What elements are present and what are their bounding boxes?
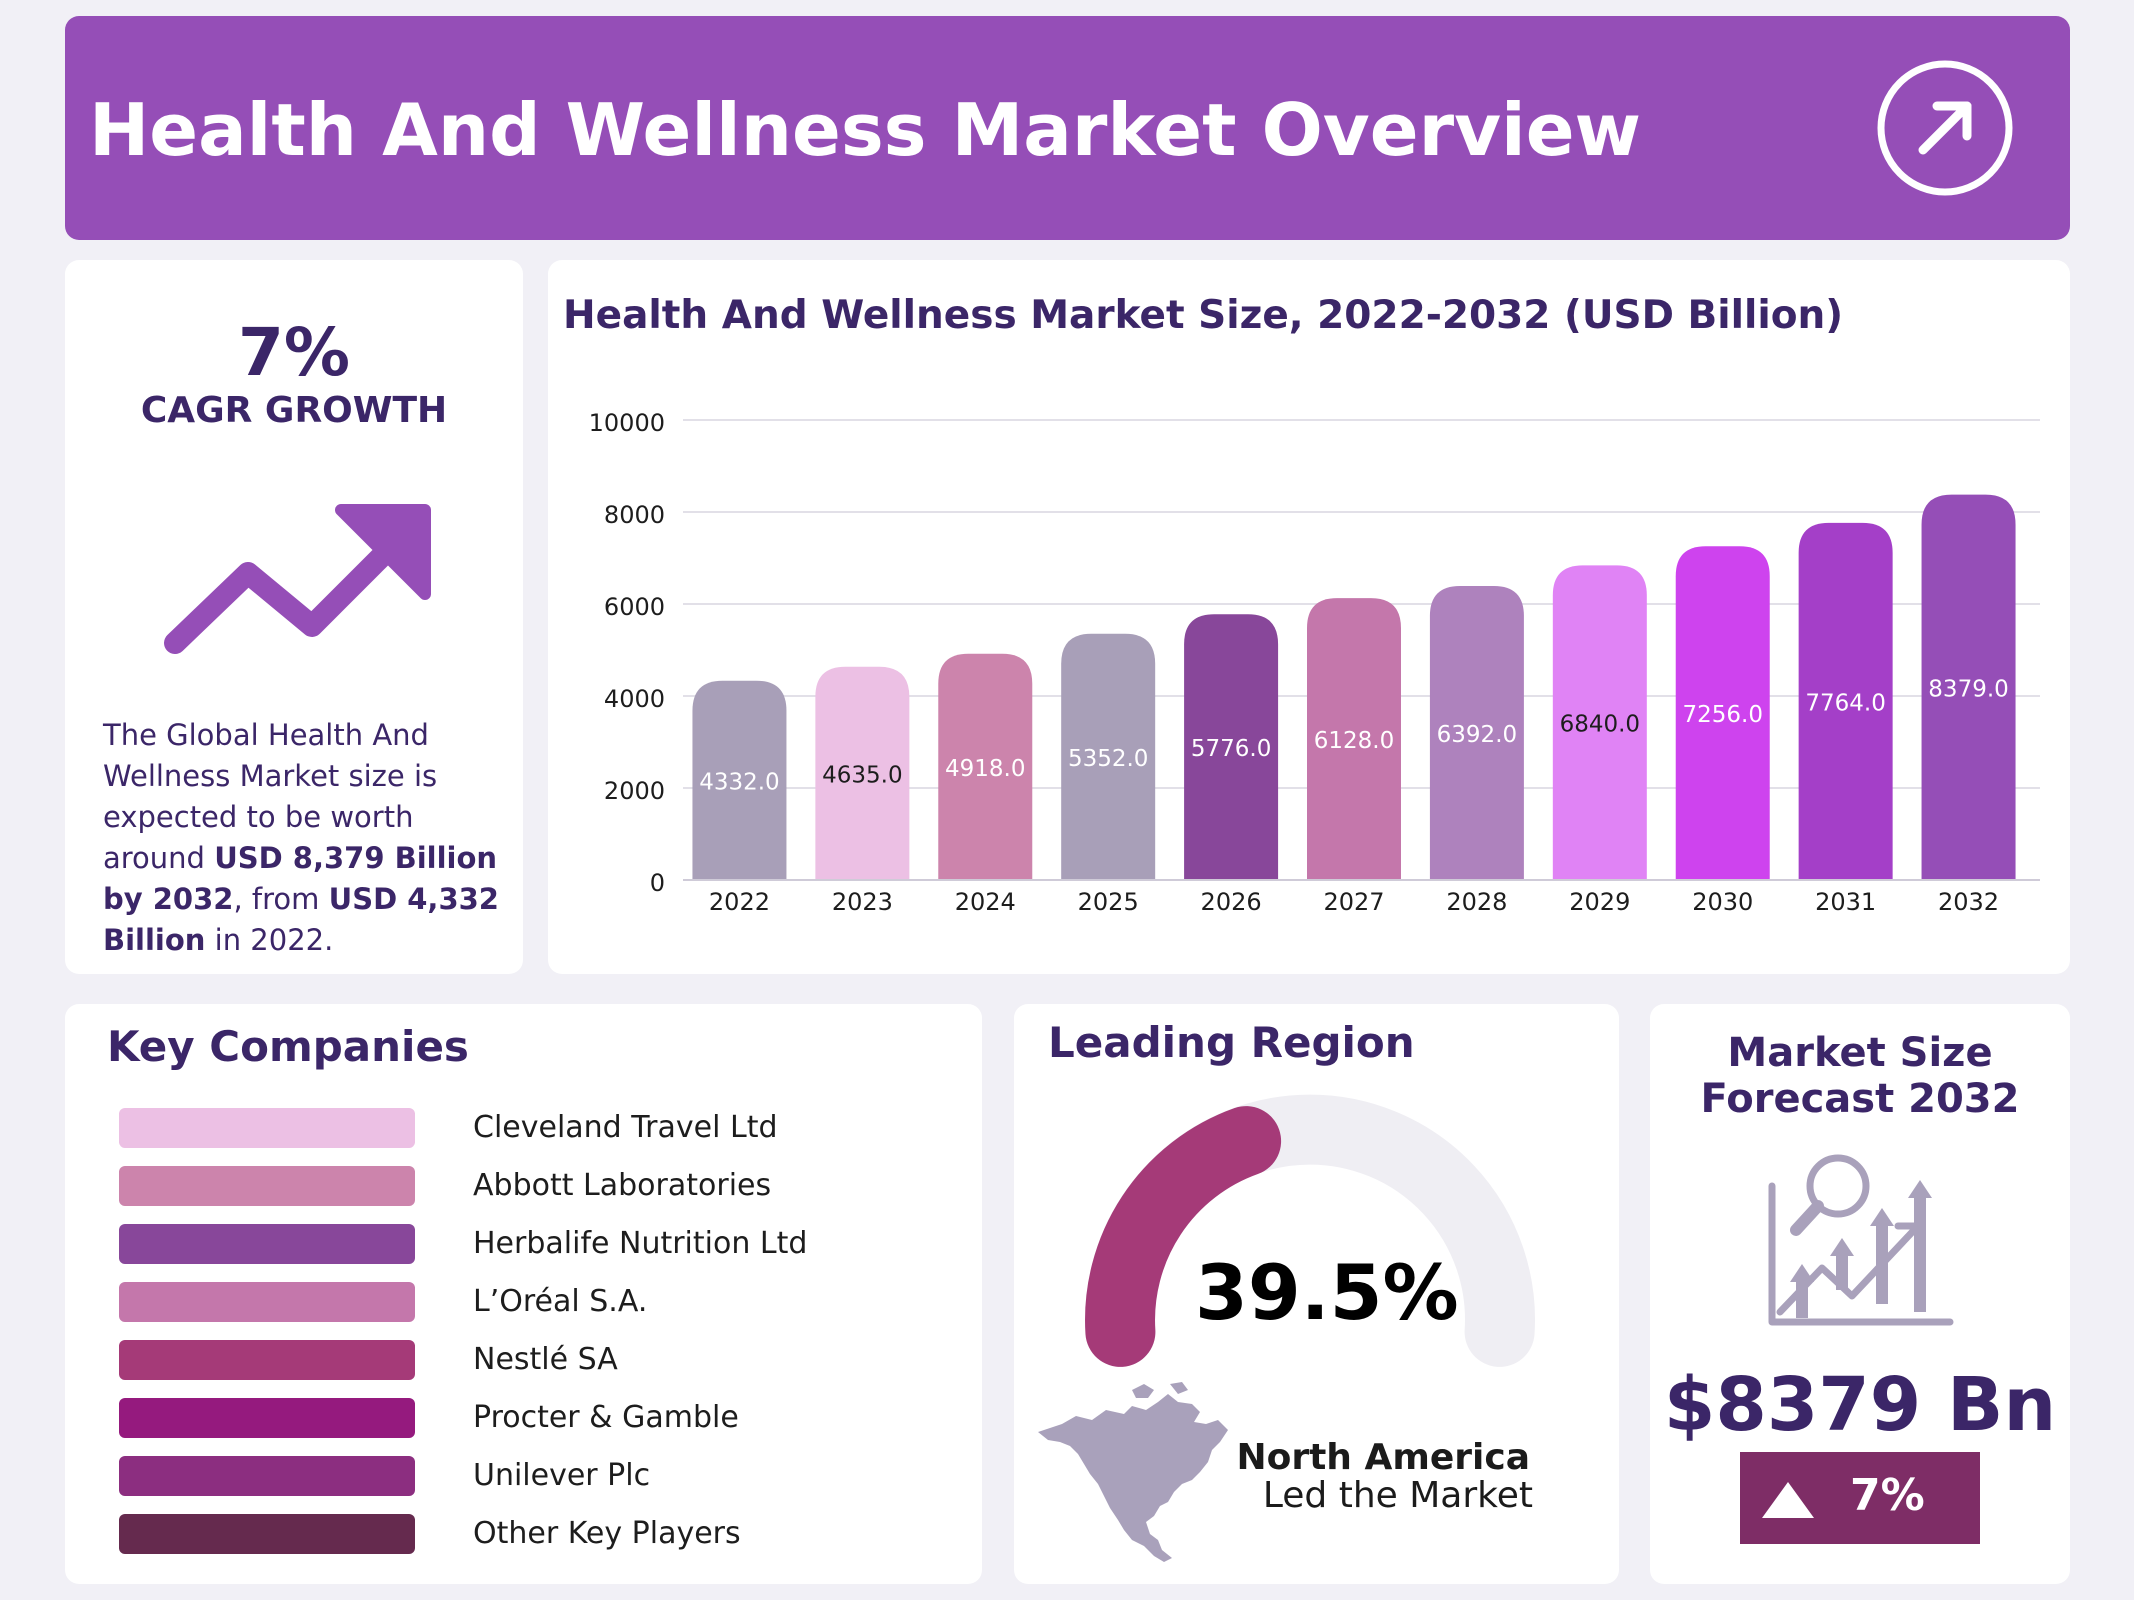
company-color-swatch: [119, 1340, 415, 1380]
y-tick-label: 6000: [604, 593, 665, 621]
leading-region-title: Leading Region: [1048, 1018, 1415, 1067]
bar-value-label: 4332.0: [699, 769, 779, 795]
bar-value-label: 4635.0: [822, 762, 902, 788]
chart-title: Health And Wellness Market Size, 2022-20…: [563, 293, 1844, 338]
bar: [1307, 598, 1401, 880]
company-name: L’Oréal S.A.: [473, 1284, 648, 1319]
growth-badge: 7%: [1740, 1452, 1980, 1544]
growth-value: 7%: [1850, 1470, 1925, 1521]
page-title: Health And Wellness Market Overview: [89, 88, 1642, 172]
bar-value-label: 6128.0: [1314, 728, 1394, 754]
bar: [1798, 522, 1893, 880]
bar: [1921, 494, 2016, 880]
x-tick-label: 2029: [1569, 888, 1630, 916]
bar: [692, 680, 787, 880]
forecast-value: $8379 Bn: [1663, 1362, 2057, 1448]
bar: [1675, 546, 1770, 880]
title-banner: Health And Wellness Market Overview: [65, 16, 2070, 240]
region-name: North America: [1236, 1437, 1530, 1478]
x-tick-label: 2025: [1078, 888, 1139, 916]
cagr-label: CAGR GROWTH: [140, 390, 448, 431]
company-name: Abbott Laboratories: [473, 1168, 772, 1203]
bar-value-label: 5776.0: [1191, 736, 1271, 762]
x-tick-label: 2027: [1323, 888, 1384, 916]
market-size-bar-chart: 0 2000 4000 6000 8000 10000 4332.0 2022 4635.0 20…: [589, 409, 2040, 916]
company-color-swatch: [119, 1398, 415, 1438]
company-name: Cleveland Travel Ltd: [473, 1110, 778, 1145]
company-color-swatch: [119, 1282, 415, 1322]
bar: [1061, 633, 1156, 880]
growth-chart-magnifier-icon: [1768, 1154, 1954, 1326]
company-color-swatch: [119, 1514, 415, 1554]
y-tick-label: 0: [650, 869, 665, 897]
x-tick-label: 2022: [709, 888, 770, 916]
key-companies-title: Key Companies: [107, 1022, 469, 1071]
x-tick-label: 2024: [955, 888, 1016, 916]
y-tick-label: 2000: [604, 777, 665, 805]
bar-value-label: 7256.0: [1682, 702, 1762, 728]
cagr-card: 7% CAGR GROWTH: [65, 260, 523, 974]
x-tick-label: 2026: [1201, 888, 1262, 916]
cagr-description: The Global Health And Wellness Market si…: [103, 718, 499, 957]
bar-value-label: 6392.0: [1437, 722, 1517, 748]
bar-value-label: 5352.0: [1068, 746, 1148, 772]
bar: [815, 666, 910, 880]
bar: [1552, 565, 1647, 880]
forecast-title: Market Size Forecast 2032: [1700, 1030, 2020, 1122]
north-america-map-icon: [1038, 1382, 1228, 1562]
trend-up-arrow-icon: [164, 504, 431, 654]
external-link-arrow-icon[interactable]: [1875, 58, 2015, 198]
company-name: Nestlé SA: [473, 1342, 618, 1377]
bar: [1429, 585, 1524, 880]
bar: [938, 653, 1033, 880]
company-color-swatch: [119, 1108, 415, 1148]
x-tick-label: 2023: [832, 888, 893, 916]
x-tick-label: 2030: [1692, 888, 1753, 916]
bar-value-label: 7764.0: [1805, 690, 1885, 716]
company-name: Procter & Gamble: [473, 1400, 739, 1435]
bar-value-label: 4918.0: [945, 756, 1025, 782]
region-subtitle: Led the Market: [1262, 1475, 1533, 1516]
x-tick-label: 2032: [1938, 888, 1999, 916]
company-name: Other Key Players: [473, 1516, 741, 1551]
y-tick-label: 8000: [604, 501, 665, 529]
region-share-value: 39.5%: [1195, 1248, 1459, 1337]
bar-value-label: 8379.0: [1928, 676, 2008, 702]
company-color-swatch: [119, 1456, 415, 1496]
y-tick-label: 10000: [589, 409, 665, 437]
gauge-fill: [1085, 1106, 1282, 1367]
region-share-gauge: [1085, 1094, 1535, 1367]
company-name: Unilever Plc: [473, 1458, 651, 1493]
cagr-value: 7%: [237, 314, 351, 391]
company-color-swatch: [119, 1166, 415, 1206]
company-color-swatch: [119, 1224, 415, 1264]
bar-value-label: 6840.0: [1560, 712, 1640, 738]
company-name: Herbalife Nutrition Ltd: [473, 1226, 808, 1261]
triangle-up-icon: [1762, 1482, 1814, 1518]
x-tick-label: 2031: [1815, 888, 1876, 916]
y-tick-label: 4000: [604, 685, 665, 713]
bar: [1184, 614, 1279, 880]
x-tick-label: 2028: [1446, 888, 1507, 916]
